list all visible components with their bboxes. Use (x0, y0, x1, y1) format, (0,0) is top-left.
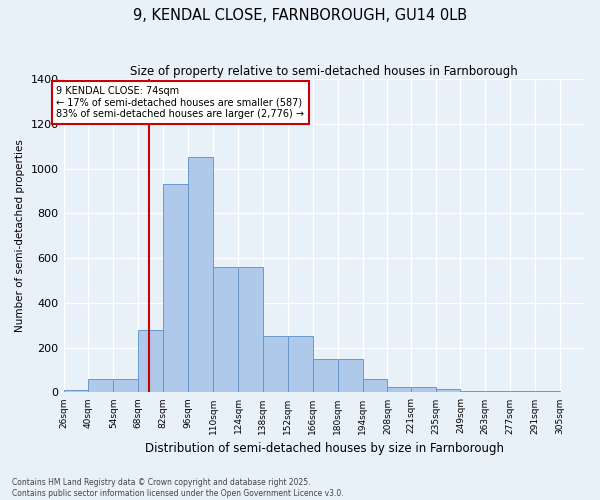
Bar (163, 184, 188, 392)
Bar (64, 390, 88, 392)
Bar (338, 359, 362, 392)
Text: Contains HM Land Registry data © Crown copyright and database right 2025.
Contai: Contains HM Land Registry data © Crown c… (12, 478, 344, 498)
Text: 9, KENDAL CLOSE, FARNBOROUGH, GU14 0LB: 9, KENDAL CLOSE, FARNBOROUGH, GU14 0LB (133, 8, 467, 22)
Bar (263, 336, 288, 392)
Bar (388, 387, 412, 392)
Bar (410, 387, 436, 392)
Bar (238, 267, 263, 392)
Text: 9 KENDAL CLOSE: 74sqm
← 17% of semi-detached houses are smaller (587)
83% of sem: 9 KENDAL CLOSE: 74sqm ← 17% of semi-deta… (56, 86, 304, 119)
Bar (436, 389, 460, 392)
Bar (138, 330, 163, 392)
X-axis label: Distribution of semi-detached houses by size in Farnborough: Distribution of semi-detached houses by … (145, 442, 504, 455)
Bar (362, 379, 388, 392)
Bar (188, 158, 213, 392)
Bar (288, 336, 313, 392)
Y-axis label: Number of semi-detached properties: Number of semi-detached properties (15, 140, 25, 332)
Bar (113, 379, 138, 392)
Title: Size of property relative to semi-detached houses in Farnborough: Size of property relative to semi-detach… (130, 65, 518, 78)
Bar (88, 379, 113, 392)
Bar (213, 267, 238, 392)
Bar (313, 359, 338, 392)
